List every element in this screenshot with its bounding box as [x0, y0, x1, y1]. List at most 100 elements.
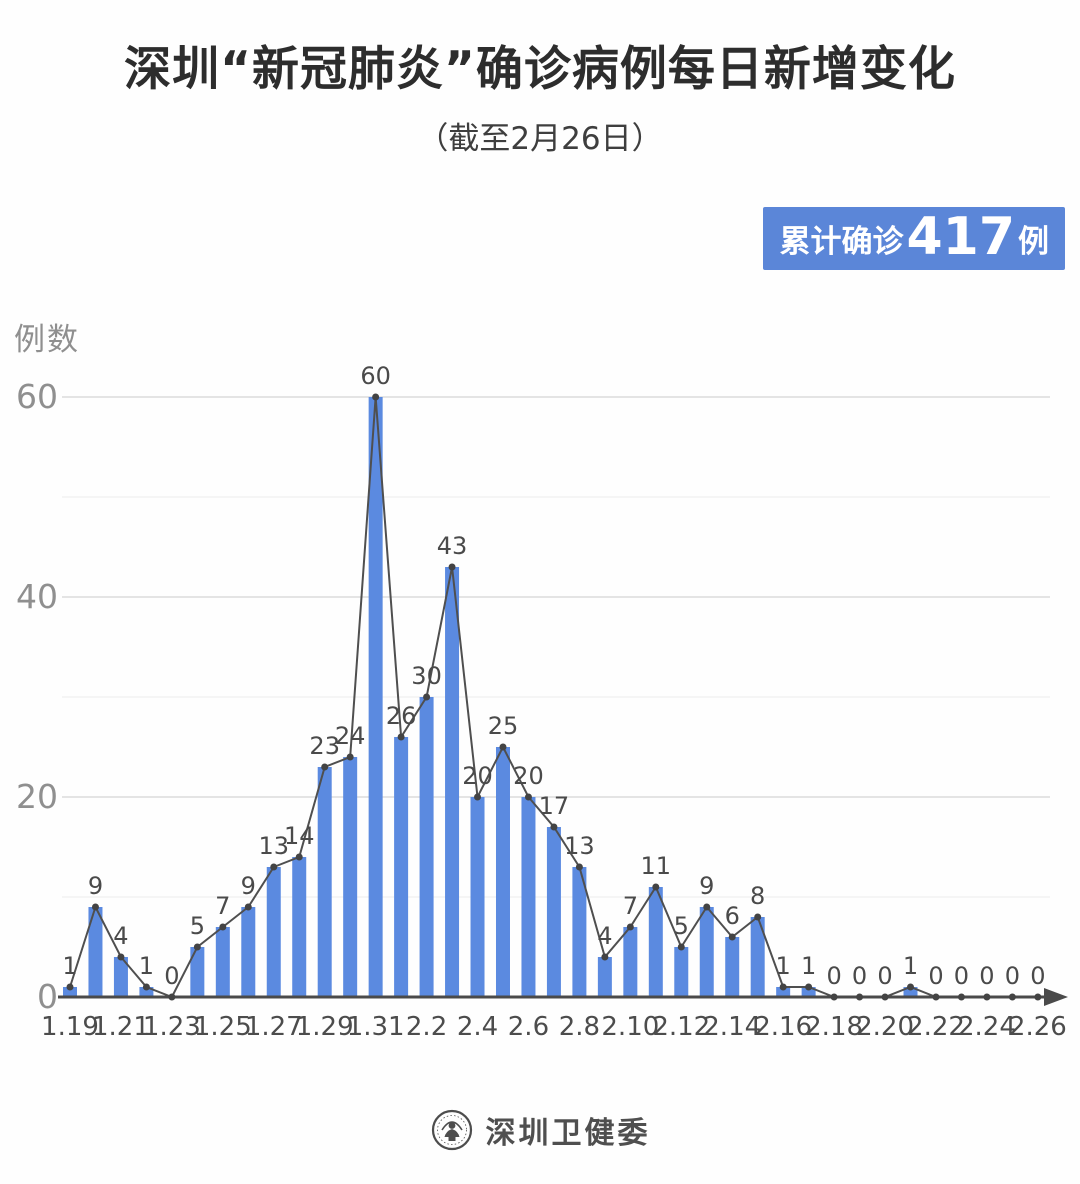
- bar-2.15: [750, 917, 765, 997]
- value-label: 0: [877, 962, 892, 990]
- value-label: 24: [335, 722, 366, 750]
- value-label: 25: [488, 712, 519, 740]
- bar-1.31: [368, 397, 383, 997]
- value-label: 13: [258, 832, 289, 860]
- bar-1.29: [317, 767, 332, 997]
- data-point-1.24: [193, 943, 201, 951]
- bar-2.5: [495, 747, 510, 997]
- data-point-2.11: [652, 883, 660, 891]
- bar-2.11: [648, 887, 663, 997]
- data-point-1.29: [321, 763, 329, 771]
- x-tick-label: 2.24: [958, 1012, 1016, 1042]
- data-point-2.15: [754, 913, 762, 921]
- badge-prefix: 累计确诊: [779, 224, 904, 260]
- x-tick-label: 1.29: [296, 1012, 354, 1042]
- data-point-2.23: [957, 993, 965, 1001]
- bar-2.6: [521, 797, 536, 997]
- x-tick-label: 1.31: [347, 1012, 405, 1042]
- value-label: 5: [674, 912, 689, 940]
- x-tick-label: 2.26: [1009, 1012, 1067, 1042]
- data-point-2.3: [448, 563, 456, 571]
- bar-1.27: [266, 867, 281, 997]
- x-tick-label: 1.19: [41, 1012, 99, 1042]
- data-point-1.22: [142, 983, 150, 991]
- value-label: 9: [88, 872, 103, 900]
- data-point-2.7: [550, 823, 558, 831]
- data-point-2.10: [626, 923, 634, 931]
- data-point-2.8: [575, 863, 583, 871]
- y-tick-label: 40: [16, 577, 58, 616]
- value-label: 43: [437, 532, 468, 560]
- value-label: 0: [928, 962, 943, 990]
- data-point-2.25: [1008, 993, 1016, 1001]
- data-point-2.20: [881, 993, 889, 1001]
- page-title: 深圳“新冠肺炎”确诊病例每日新增变化: [124, 42, 956, 97]
- value-label: 0: [852, 962, 867, 990]
- value-label: 23: [309, 732, 340, 760]
- bar-2.12: [674, 947, 689, 997]
- value-label: 0: [979, 962, 994, 990]
- value-label: 9: [699, 872, 714, 900]
- data-point-1.25: [219, 923, 227, 931]
- value-label: 6: [725, 902, 740, 930]
- cumulative-total-badge: 累计确诊 417 例: [763, 207, 1065, 270]
- data-point-1.26: [244, 903, 252, 911]
- value-label: 20: [462, 762, 493, 790]
- bar-2.9: [597, 957, 612, 997]
- data-point-2.1: [397, 733, 405, 741]
- source-footer: 深圳卫健委: [0, 1108, 1080, 1152]
- value-label: 1: [62, 952, 77, 980]
- x-tick-label: 2.14: [703, 1012, 761, 1042]
- bar-1.25: [215, 927, 230, 997]
- data-point-2.24: [983, 993, 991, 1001]
- x-tick-label: 2.4: [457, 1012, 498, 1042]
- data-point-2.4: [474, 793, 482, 801]
- data-point-2.17: [805, 983, 813, 991]
- health-commission-seal-icon: [431, 1109, 472, 1151]
- source-name: 深圳卫健委: [485, 1116, 651, 1151]
- bar-1.24: [190, 947, 205, 997]
- bar-1.28: [292, 857, 307, 997]
- value-label: 0: [954, 962, 969, 990]
- y-tick-label: 0: [37, 977, 58, 1016]
- bar-2.14: [725, 937, 740, 997]
- value-label: 1: [139, 952, 154, 980]
- y-tick-label: 60: [16, 377, 58, 416]
- value-label: 7: [623, 892, 638, 920]
- data-point-1.27: [270, 863, 278, 871]
- value-label: 9: [241, 872, 256, 900]
- value-label: 0: [164, 962, 179, 990]
- data-point-2.5: [499, 743, 507, 751]
- data-point-2.19: [856, 993, 864, 1001]
- data-point-2.14: [728, 933, 736, 941]
- value-label: 0: [1005, 962, 1020, 990]
- bar-2.21: [903, 987, 918, 997]
- bar-1.26: [241, 907, 256, 997]
- value-label: 11: [641, 852, 672, 880]
- x-tick-label: 1.23: [143, 1012, 201, 1042]
- data-point-1.23: [168, 993, 176, 1001]
- value-label: 1: [801, 952, 816, 980]
- bar-2.1: [394, 737, 409, 997]
- value-label: 5: [190, 912, 205, 940]
- bar-2.10: [623, 927, 638, 997]
- value-label: 4: [113, 922, 128, 950]
- page-subtitle: （截至2月26日）: [417, 121, 663, 157]
- x-tick-label: 1.25: [194, 1012, 252, 1042]
- data-point-2.6: [524, 793, 532, 801]
- data-point-2.21: [907, 983, 915, 991]
- data-point-1.28: [295, 853, 303, 861]
- bar-1.30: [343, 757, 358, 997]
- data-point-2.9: [601, 953, 609, 961]
- value-label: 1: [903, 952, 918, 980]
- data-point-2.13: [703, 903, 711, 911]
- data-point-1.21: [117, 953, 125, 961]
- value-label: 30: [411, 662, 442, 690]
- x-axis-arrow: [1044, 988, 1068, 1006]
- data-point-2.18: [830, 993, 838, 1001]
- y-axis-title: 例数: [14, 322, 80, 358]
- value-label: 60: [360, 362, 391, 390]
- bar-2.7: [546, 827, 561, 997]
- badge-suffix: 例: [1018, 224, 1049, 260]
